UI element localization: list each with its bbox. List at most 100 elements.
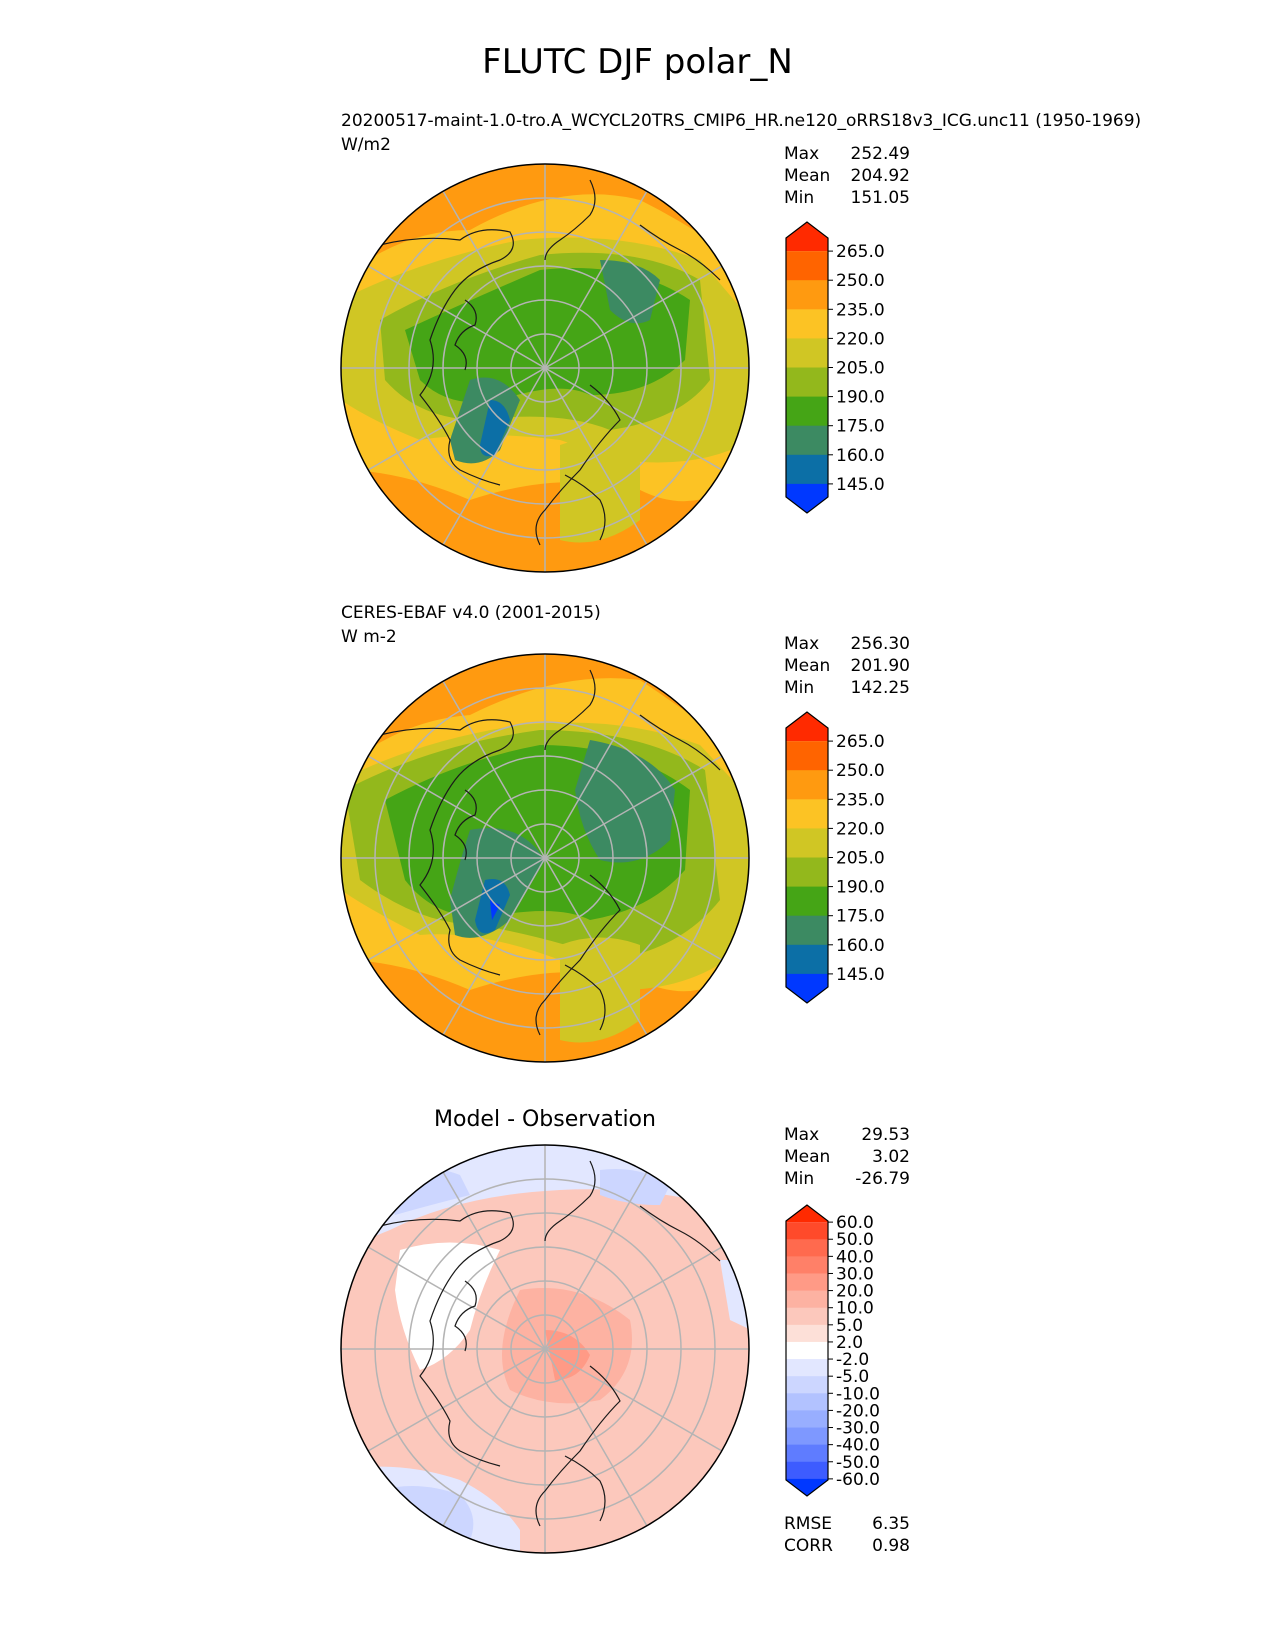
model-colorbar: 265.0 250.0 235.0 220.0 205.0 190.0 175.0 160.0… [785, 221, 885, 514]
graticule [341, 1145, 749, 1553]
coastlines [379, 179, 721, 546]
model-colorbar-tick-label: 235.0 [836, 300, 885, 320]
model-colorbar-swatch [786, 367, 828, 398]
stat-value: 201.90 [850, 656, 910, 676]
map-border [340, 653, 750, 1063]
observation-colorbar-tick-label: 175.0 [836, 907, 885, 927]
observation-colorbar-tick-label: 145.0 [836, 965, 885, 985]
difference-colorbar-tick-label: 10.0 [836, 1299, 874, 1319]
observation-colorbar-swatch [786, 712, 828, 742]
difference-colorbar-swatch [786, 1341, 828, 1360]
observation-colorbar-swatch [786, 799, 828, 829]
graticule [341, 164, 749, 572]
panel-2-title: CERES-EBAF v4.0 (2001-2015) [341, 603, 601, 623]
difference-colorbar-swatch [786, 1256, 828, 1275]
panel-2-stats: Max 256.30 Mean 201.90 Min 142.25 [784, 633, 910, 699]
stat-value: -26.79 [855, 1169, 910, 1189]
panel-1-stats: Max 252.49 Mean 204.92 Min 151.05 [784, 143, 910, 209]
difference-colorbar-swatch [786, 1290, 828, 1309]
difference-colorbar-swatch [786, 1359, 828, 1377]
observation-colorbar-tick-label: 265.0 [836, 732, 885, 752]
difference-map [340, 1144, 750, 1554]
observation-colorbar-swatch [786, 828, 828, 859]
difference-colorbar-tick-label: 40.0 [836, 1247, 874, 1267]
panel-3-title: Model - Observation [434, 1107, 656, 1132]
difference-colorbar-tick-label: 20.0 [836, 1282, 874, 1302]
observation-colorbar-tick-label: 220.0 [836, 819, 885, 839]
model-colorbar-tick-label: 190.0 [836, 388, 885, 408]
difference-colorbar-swatch [786, 1273, 828, 1292]
difference-colorbar-swatch [786, 1222, 828, 1240]
observation-colorbar-swatch [786, 770, 828, 800]
model-colorbar-swatch [786, 396, 828, 427]
panel-1-units: W/m2 [341, 135, 391, 155]
difference-colorbar-tick-label: 5.0 [836, 1316, 863, 1336]
model-colorbar-tick-label: 220.0 [836, 329, 885, 349]
difference-colorbar-swatch [786, 1444, 828, 1463]
observation-colorbar-tick-label: 205.0 [836, 849, 885, 869]
meridian [367, 265, 723, 471]
observation-colorbar: 265.0 250.0 235.0 220.0 205.0 190.0 175.0 160.0… [785, 711, 885, 1004]
observation-colorbar-outline [785, 711, 829, 1004]
map-border [340, 1144, 750, 1554]
observation-colorbar-tick-label: 190.0 [836, 878, 885, 898]
stat-label: Mean [784, 166, 831, 186]
stat-value: 252.49 [850, 144, 910, 164]
difference-colorbar-swatch [786, 1478, 828, 1496]
model-colorbar-tick-label: 175.0 [836, 417, 885, 437]
stat-label: Max [784, 144, 820, 164]
difference-colorbar-tick-label: -5.0 [836, 1367, 869, 1387]
observation-map [340, 653, 750, 1063]
observation-colorbar-tick-label: 235.0 [836, 790, 885, 810]
observation-colorbar-swatch [786, 973, 828, 1003]
model-colorbar-swatch [786, 222, 828, 252]
stat-label: Mean [784, 1147, 831, 1167]
metric-label: CORR [784, 1536, 833, 1556]
meridian [367, 755, 723, 961]
metric-value: 0.98 [872, 1536, 910, 1556]
model-colorbar-swatch [786, 338, 828, 369]
model-colorbar-swatch [786, 483, 828, 513]
metric-value: 6.35 [872, 1514, 910, 1534]
difference-colorbar-tick-label: -40.0 [836, 1436, 880, 1456]
graticule [341, 654, 749, 1062]
model-colorbar-swatch [786, 280, 828, 310]
model-colorbar-tick-label: 250.0 [836, 271, 885, 291]
model-colorbar-outline [785, 221, 829, 514]
difference-colorbar-swatch [786, 1461, 828, 1480]
model-colorbar-tick-label: 205.0 [836, 359, 885, 379]
field-band-minimum [490, 900, 500, 920]
diff-band-near-zero [395, 1242, 500, 1370]
figure-title: FLUTC DJF polar_N [482, 42, 793, 82]
difference-colorbar-tick-label: -50.0 [836, 1453, 880, 1473]
stat-label: Min [784, 1169, 815, 1189]
difference-colorbar-tick-label: 2.0 [836, 1333, 863, 1353]
stat-value: 3.02 [872, 1147, 910, 1167]
stat-value: 142.25 [850, 678, 910, 698]
model-colorbar-swatch [786, 251, 828, 281]
observation-colorbar-tick-label: 160.0 [836, 936, 885, 956]
observation-colorbar-swatch [786, 886, 828, 917]
panel-2-units: W m-2 [341, 627, 397, 647]
map-border [340, 163, 750, 573]
difference-colorbar-tick-label: -60.0 [836, 1470, 880, 1490]
model-colorbar-swatch [786, 425, 828, 456]
difference-colorbar-swatch [786, 1205, 828, 1223]
observation-colorbar-swatch [786, 944, 828, 975]
difference-colorbar-swatch [786, 1427, 828, 1446]
difference-colorbar-tick-label: -30.0 [836, 1419, 880, 1439]
difference-colorbar-swatch [786, 1393, 828, 1412]
metric-label: RMSE [784, 1514, 833, 1534]
coastlines [379, 1160, 721, 1527]
stat-label: Min [784, 188, 815, 208]
field-band-145 [480, 400, 510, 457]
meridian [367, 1246, 723, 1452]
difference-colorbar-tick-label: -10.0 [836, 1384, 880, 1404]
panel-1-title: 20200517-maint-1.0-tro.A_WCYCL20TRS_CMIP… [341, 111, 1142, 131]
difference-colorbar-swatch [786, 1376, 828, 1394]
stat-label: Mean [784, 656, 831, 676]
panel-3-stats: Max 29.53 Mean 3.02 Min -26.79 [784, 1124, 910, 1190]
difference-colorbar-swatch [786, 1324, 828, 1343]
difference-colorbar-outline [785, 1204, 829, 1497]
